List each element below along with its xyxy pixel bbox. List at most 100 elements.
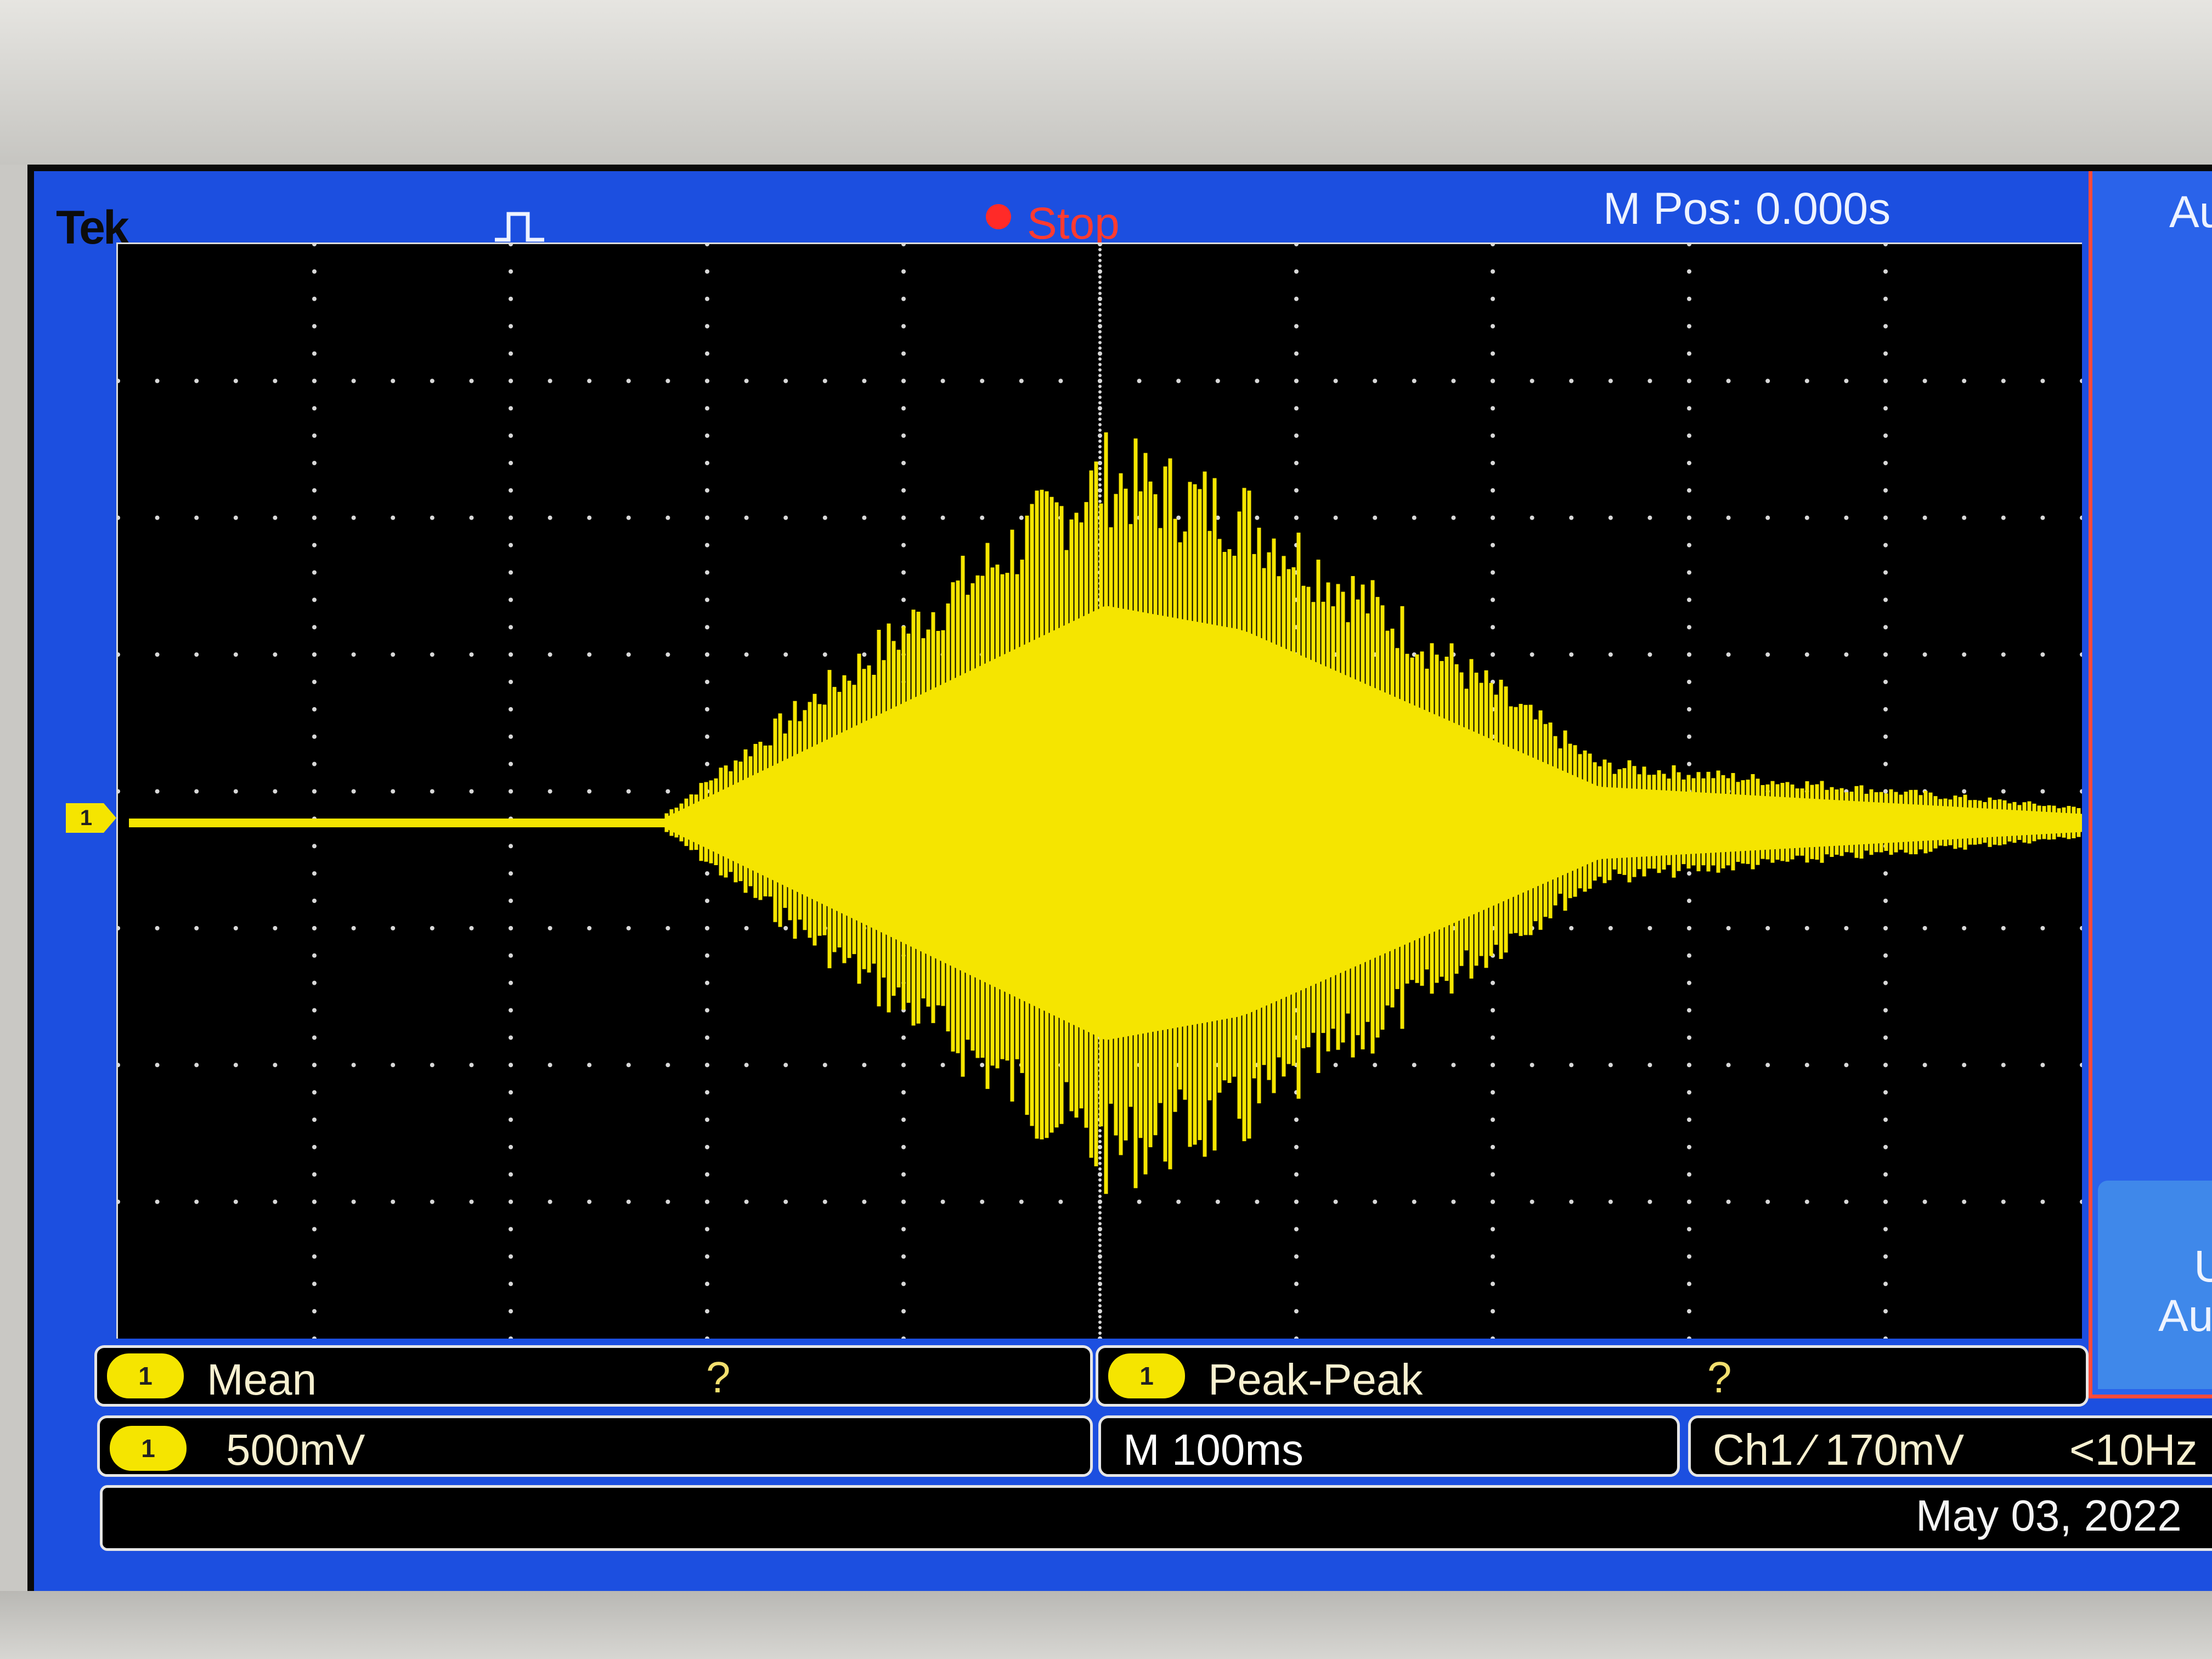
grid-dot [509, 761, 513, 766]
timebase-readout[interactable]: M 100ms [1098, 1415, 1680, 1477]
grid-dot [312, 406, 317, 411]
center-axis-tick [1098, 1205, 1102, 1209]
center-axis-tick [1098, 1167, 1102, 1171]
grid-dot [1687, 899, 1691, 903]
center-axis-tick [1098, 1216, 1102, 1220]
grid-dot [1687, 871, 1691, 876]
center-axis-tick [1098, 1183, 1102, 1187]
grid-dot [1294, 488, 1299, 493]
grid-dot [312, 734, 317, 739]
grid-dot [980, 1063, 985, 1068]
grid-dot [1687, 324, 1691, 329]
measurement-peak-peak[interactable]: 1 Peak-Peak ? [1096, 1345, 2089, 1407]
center-axis-tick [1098, 1178, 1102, 1182]
grid-dot [509, 980, 513, 985]
grid-dot [509, 844, 513, 849]
grid-dot [351, 1199, 356, 1204]
grid-dot [705, 1063, 709, 1068]
trigger-pulse-icon [495, 212, 544, 242]
measurement-channel-chip: 1 [107, 1353, 184, 1398]
grid-dot [705, 652, 709, 657]
grid-dot [1726, 652, 1731, 657]
grid-dot [1883, 1118, 1888, 1122]
grid-dot [155, 789, 160, 794]
grid-dot [509, 734, 513, 739]
grid-dot [1491, 351, 1495, 356]
grid-dot [862, 1063, 867, 1068]
grid-dot [509, 324, 513, 329]
grid-dot [273, 789, 278, 794]
grid-dot [1687, 652, 1691, 657]
grid-dot [1294, 244, 1299, 246]
grid-dot [1294, 324, 1299, 329]
grid-dot [1883, 379, 1888, 383]
center-axis-tick [1098, 477, 1102, 481]
side-menu-button[interactable]: U Au [2098, 1181, 2212, 1389]
measurement-type: Mean [207, 1355, 317, 1404]
grid-dot [1294, 1172, 1299, 1177]
grid-dot [1883, 597, 1888, 602]
grid-dot [2080, 1063, 2082, 1068]
center-axis-tick [1098, 1128, 1102, 1132]
center-axis-tick [1098, 434, 1102, 438]
grid-dot [901, 1227, 906, 1232]
grid-dot [1491, 652, 1495, 657]
grid-dot [155, 379, 160, 383]
grid-dot [862, 515, 867, 520]
center-axis-tick [1098, 363, 1102, 366]
grid-dot [1608, 926, 1613, 930]
grid-dot [705, 1118, 709, 1122]
grid-dot [312, 515, 317, 520]
grid-dot [312, 461, 317, 465]
grid-dot [1687, 597, 1691, 602]
grid-dot [2040, 652, 2045, 657]
grid-dot [1962, 652, 1967, 657]
grid-dot [548, 926, 552, 930]
grid-dot [1491, 1063, 1495, 1068]
grid-dot [1962, 1063, 1967, 1068]
grid-dot [509, 1008, 513, 1013]
grid-dot [312, 761, 317, 766]
grid-dot [1726, 1199, 1731, 1204]
grid-dot [1530, 379, 1534, 383]
center-axis-tick [1098, 1145, 1102, 1149]
grid-dot [194, 1063, 199, 1068]
grid-dot [391, 652, 396, 657]
grid-dot [744, 515, 749, 520]
acquisition-state[interactable]: Stop [1027, 199, 1120, 249]
trigger-readout[interactable]: Ch1 ⁄ 170mV <10Hz [1688, 1415, 2212, 1477]
waveform-core [667, 606, 2082, 1040]
grid-dot [1608, 1063, 1613, 1068]
grid-dot [1412, 379, 1417, 383]
grid-dot [901, 515, 906, 520]
vertical-scale-readout[interactable]: 1 500mV [97, 1415, 1093, 1477]
grid-dot [233, 789, 238, 794]
grid-dot [548, 379, 552, 383]
grid-dot [1765, 1063, 1770, 1068]
grid-dot [1608, 379, 1613, 383]
grid-dot [233, 1199, 238, 1204]
grid-dot [1804, 515, 1809, 520]
measurement-value: ? [1707, 1353, 1732, 1402]
grid-dot [509, 789, 513, 794]
grid-dot [822, 379, 827, 383]
grid-dot [2040, 515, 2045, 520]
grid-dot [1373, 379, 1378, 383]
grid-dot [351, 1063, 356, 1068]
measurement-mean[interactable]: 1 Mean ? [94, 1345, 1093, 1407]
grid-dot [705, 871, 709, 876]
channel-1-ground-marker[interactable]: 1 [66, 803, 116, 833]
grid-dot [783, 1199, 788, 1204]
center-axis-tick [1098, 247, 1102, 251]
grid-dot [509, 707, 513, 712]
center-axis-tick [1098, 1161, 1102, 1165]
grid-dot [1491, 488, 1495, 493]
grid-dot [783, 515, 788, 520]
grid-dot [1491, 980, 1495, 985]
grid-dot [509, 1336, 513, 1339]
grid-dot [1215, 379, 1220, 383]
grid-dot [430, 1063, 435, 1068]
grid-dot [705, 324, 709, 329]
grid-dot [901, 1199, 906, 1204]
grid-dot [1687, 1144, 1691, 1149]
